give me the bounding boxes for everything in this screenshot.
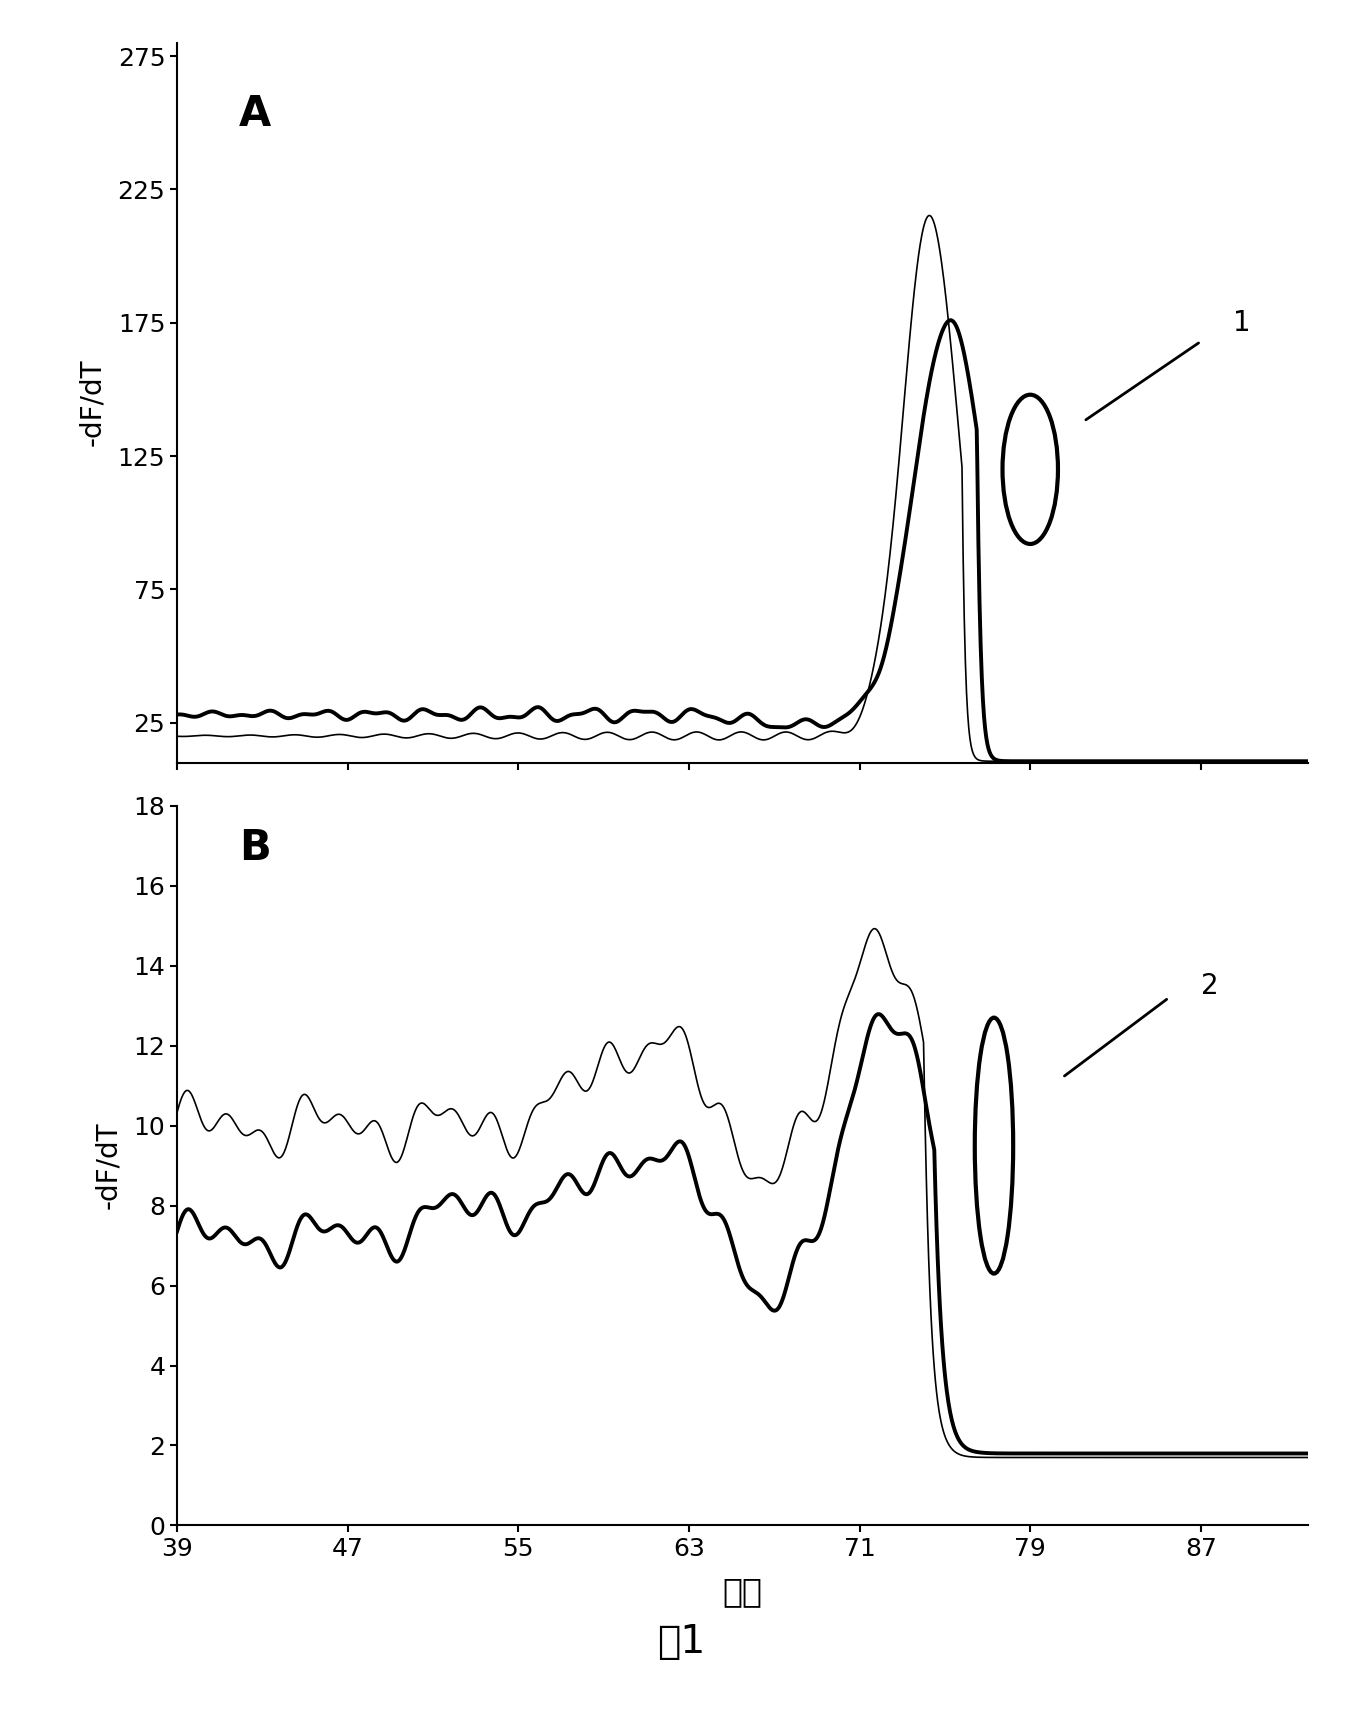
X-axis label: 温度: 温度 [722,1575,763,1608]
Text: 图1: 图1 [656,1623,706,1661]
Y-axis label: -dF/dT: -dF/dT [79,358,106,446]
Y-axis label: -dF/dT: -dF/dT [94,1123,123,1210]
Text: 1: 1 [1233,309,1250,336]
Text: 2: 2 [1201,972,1219,999]
Text: A: A [240,93,271,135]
Text: B: B [240,828,271,869]
